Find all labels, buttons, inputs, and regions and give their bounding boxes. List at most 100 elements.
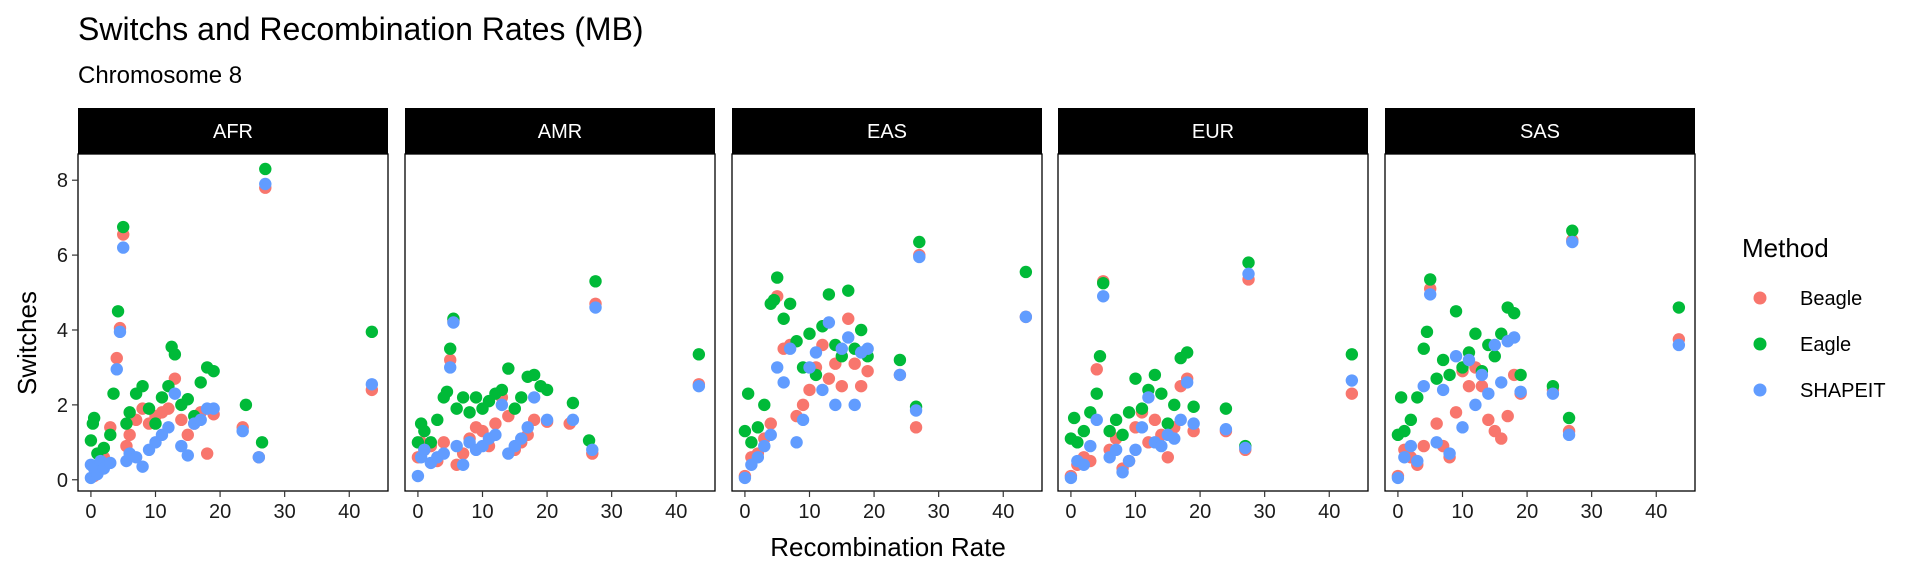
data-point: [1019, 265, 1033, 279]
data-point: [913, 235, 926, 249]
data-point: [1239, 441, 1252, 455]
data-point: [1180, 376, 1194, 389]
x-tick-label: 0: [85, 501, 96, 523]
data-point: [738, 471, 752, 485]
data-point: [758, 398, 771, 412]
data-point: [469, 391, 483, 404]
facet-strip-sas: [1385, 108, 1695, 154]
data-point: [1449, 305, 1463, 318]
data-point: [255, 436, 269, 449]
data-point: [1672, 338, 1686, 352]
data-point: [136, 460, 149, 473]
data-point: [1482, 413, 1495, 427]
x-tick-label: 30: [1254, 501, 1276, 523]
data-point: [110, 351, 123, 365]
data-point: [259, 177, 272, 191]
data-point: [1135, 402, 1149, 415]
data-point: [437, 447, 450, 460]
legend-key: [1753, 383, 1767, 397]
data-point: [741, 387, 755, 400]
series-eagle-afr: [84, 162, 379, 460]
data-point: [104, 428, 117, 442]
data-point: [181, 393, 194, 406]
data-point: [489, 428, 502, 442]
data-point: [854, 323, 868, 337]
data-point: [1093, 350, 1107, 363]
y-tick-label: 6: [57, 245, 68, 267]
data-point: [117, 220, 130, 234]
data-point: [1219, 423, 1233, 436]
data-point: [365, 378, 379, 391]
x-tick-label: 0: [739, 501, 750, 523]
data-point: [848, 398, 861, 412]
data-point: [194, 376, 207, 389]
legend-label: SHAPEIT: [1800, 380, 1886, 402]
data-point: [803, 383, 816, 397]
data-point: [1345, 348, 1359, 361]
series-shapeit-sas: [1391, 235, 1686, 485]
x-tick-label: 20: [536, 501, 558, 523]
data-point: [861, 364, 874, 378]
data-point: [1129, 443, 1142, 457]
data-point: [1475, 368, 1489, 382]
legend-entry-beagle: Beagle: [1753, 288, 1862, 310]
data-point: [111, 305, 125, 318]
facet-strip-eas: [732, 108, 1042, 154]
legend-entry-shapeit: SHAPEIT: [1753, 380, 1886, 402]
facet-panel-eur: EUR 0 10 20 30 40: [1057, 108, 1369, 523]
data-point: [589, 275, 602, 288]
data-point: [1469, 398, 1482, 412]
data-point: [1456, 421, 1469, 434]
y-tick-label: 4: [57, 320, 68, 342]
x-tick-label: 20: [1189, 501, 1211, 523]
x-tick-label: 20: [1516, 501, 1538, 523]
data-point: [796, 413, 810, 427]
data-point: [767, 293, 781, 307]
panel-border-eas: [731, 153, 1043, 492]
data-point: [365, 325, 379, 339]
data-point: [738, 424, 752, 438]
data-point: [909, 404, 923, 417]
data-point: [207, 402, 220, 415]
data-point: [893, 368, 907, 382]
data-point: [1411, 454, 1424, 468]
y-tick-label: 2: [57, 395, 68, 417]
data-point: [162, 402, 175, 415]
data-point: [1449, 350, 1463, 363]
x-tick-label: 40: [992, 501, 1014, 523]
data-point: [1417, 379, 1430, 393]
data-point: [751, 451, 765, 464]
legend: Method Beagle Eagle SHAPEIT: [1742, 233, 1886, 402]
facet-label-eur: EUR: [1192, 121, 1234, 143]
facet-panel-sas: SAS 0 10 20 30 40: [1384, 108, 1696, 523]
legend-entry-eagle: Eagle: [1753, 334, 1851, 356]
data-point: [1019, 310, 1033, 324]
data-point: [123, 406, 136, 419]
data-point: [777, 312, 790, 325]
data-point: [1514, 385, 1527, 398]
data-point: [1135, 421, 1149, 434]
data-point: [790, 436, 803, 449]
x-axis-title: Recombination Rate: [770, 532, 1006, 562]
series-shapeit-eur: [1064, 267, 1359, 485]
data-point: [1562, 411, 1576, 425]
data-point: [1155, 439, 1168, 453]
data-point: [456, 391, 470, 404]
data-point: [893, 353, 907, 367]
data-point: [84, 434, 98, 447]
data-point: [495, 383, 509, 397]
data-point: [758, 439, 771, 453]
data-point: [566, 396, 580, 410]
data-point: [913, 250, 926, 264]
x-tick-label: 40: [1318, 501, 1340, 523]
data-point: [842, 331, 855, 344]
data-point: [1090, 363, 1103, 376]
data-point: [777, 376, 790, 389]
series-shapeit-afr: [84, 177, 379, 485]
data-point: [1109, 443, 1123, 457]
data-point: [1219, 402, 1233, 415]
data-point: [129, 451, 143, 464]
data-point: [589, 301, 602, 314]
y-tick-label: 0: [57, 470, 68, 492]
data-point: [1449, 406, 1463, 419]
